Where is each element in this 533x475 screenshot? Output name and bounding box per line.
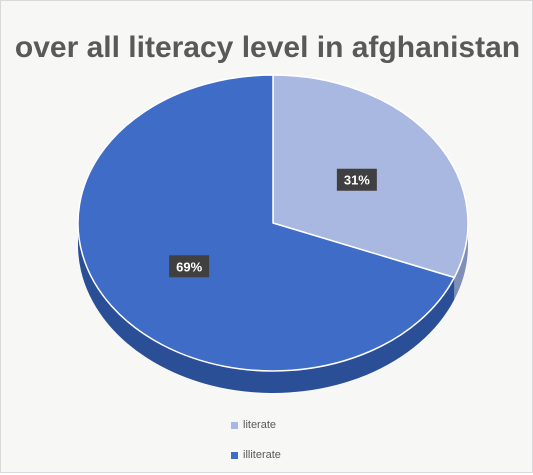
legend-swatch-illiterate: [231, 451, 238, 459]
pie-side-literate: [454, 223, 468, 300]
legend-label-literate: literate: [243, 419, 277, 431]
data-label-box-illiterate: [169, 255, 210, 278]
legend-item-illiterate: illiterate: [231, 445, 281, 465]
legend: literate illiterate: [231, 415, 281, 475]
data-label-illiterate: 69%: [169, 255, 210, 278]
data-label-box-literate: [336, 168, 377, 191]
data-label-text-literate: 31%: [344, 173, 370, 188]
data-label-text-illiterate: 69%: [176, 259, 202, 274]
legend-label-illiterate: illiterate: [243, 449, 281, 461]
pie-side-illiterate: [78, 223, 455, 394]
legend-swatch-literate: [231, 421, 238, 429]
legend-item-literate: literate: [231, 415, 281, 435]
chart-title: over all literacy level in afghanistan: [14, 31, 521, 64]
data-label-literate: 31%: [336, 168, 377, 191]
pie-slice-illiterate: [77, 74, 456, 372]
